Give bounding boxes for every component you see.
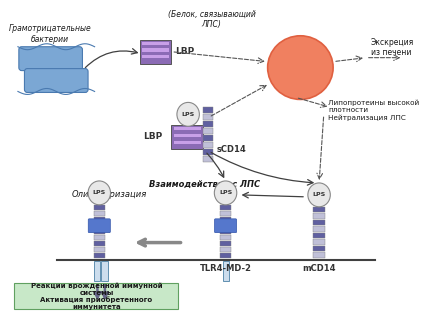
Bar (313, 252, 325, 257)
Circle shape (177, 102, 199, 126)
Bar (223, 262, 229, 281)
Bar (174, 140, 200, 144)
Text: Экскреция
из печени: Экскреция из печени (371, 38, 414, 57)
Bar (94, 205, 105, 210)
Bar (94, 223, 105, 228)
Bar (313, 226, 325, 232)
Bar (203, 121, 213, 127)
Bar (220, 229, 231, 234)
Ellipse shape (268, 36, 333, 100)
Bar (203, 107, 213, 113)
Bar (94, 246, 105, 252)
Bar (94, 241, 105, 246)
Bar (142, 55, 169, 58)
Text: Олигомеризация: Олигомеризация (71, 190, 146, 199)
Bar (203, 142, 213, 148)
Text: sCD14: sCD14 (216, 145, 246, 154)
Bar (313, 213, 325, 219)
Bar (142, 42, 169, 45)
Bar (220, 211, 231, 216)
FancyBboxPatch shape (88, 219, 110, 233)
Bar (220, 246, 231, 252)
Bar (139, 40, 171, 64)
Bar (174, 134, 200, 137)
Bar (94, 229, 105, 234)
Text: Грамотрицательные
бактерии: Грамотрицательные бактерии (8, 24, 91, 44)
FancyBboxPatch shape (19, 47, 82, 71)
Text: Липопротеины высокой
плотности
Нейтрализация ЛПС: Липопротеины высокой плотности Нейтрализ… (329, 100, 420, 121)
Bar (171, 125, 203, 149)
Bar (313, 207, 325, 212)
Bar (94, 262, 100, 281)
Bar (313, 220, 325, 225)
Bar (220, 241, 231, 246)
Circle shape (214, 181, 237, 205)
Bar (203, 135, 213, 141)
Bar (220, 223, 231, 228)
Bar (101, 262, 108, 281)
Text: LPS: LPS (181, 112, 195, 117)
Bar (174, 127, 200, 130)
Text: mCD14: mCD14 (302, 264, 336, 273)
Bar (203, 156, 213, 162)
Text: LPS: LPS (219, 190, 232, 195)
FancyBboxPatch shape (214, 219, 236, 233)
Bar (203, 128, 213, 134)
Bar (203, 114, 213, 120)
Bar (313, 246, 325, 251)
Bar (220, 217, 231, 222)
Bar (142, 48, 169, 51)
Circle shape (308, 183, 330, 207)
Bar (94, 252, 105, 257)
Circle shape (88, 181, 110, 205)
Text: Реакции врожденной иммунной
системы
Активация приобретенного
иммунитета: Реакции врожденной иммунной системы Акти… (31, 282, 162, 311)
FancyBboxPatch shape (24, 68, 88, 92)
FancyBboxPatch shape (14, 283, 178, 309)
Bar (94, 217, 105, 222)
Text: LPS: LPS (93, 190, 106, 195)
Bar (203, 149, 213, 154)
Bar (313, 233, 325, 238)
Bar (220, 205, 231, 210)
Text: LBP: LBP (175, 47, 194, 56)
Bar (313, 239, 325, 245)
Text: Взаимодействие с ЛПС: Взаимодействие с ЛПС (149, 181, 260, 189)
Bar (94, 235, 105, 240)
Bar (220, 252, 231, 257)
Text: LBP: LBP (143, 132, 162, 141)
Text: LPS: LPS (313, 192, 326, 198)
Bar (220, 235, 231, 240)
Bar (94, 211, 105, 216)
Text: TLR4-MD-2: TLR4-MD-2 (200, 264, 252, 273)
Text: (Белок, связывающий
ЛПС): (Белок, связывающий ЛПС) (168, 10, 255, 29)
